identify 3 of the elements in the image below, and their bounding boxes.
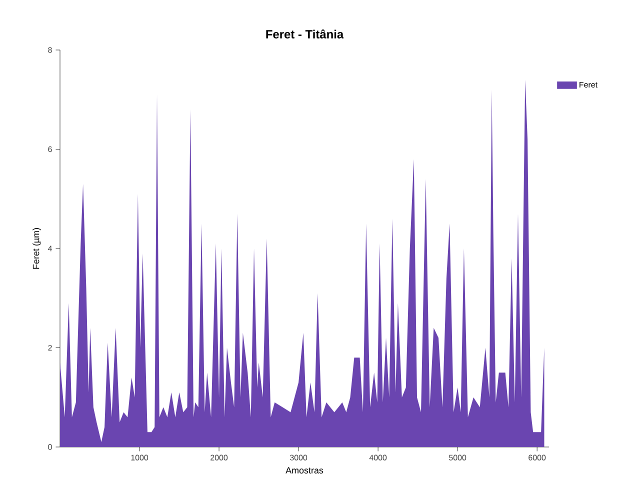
chart-title: Feret - Titânia <box>266 29 344 38</box>
y-axis-title: Feret (µm) <box>32 228 41 269</box>
x-axis-title: Amostras <box>286 467 324 474</box>
